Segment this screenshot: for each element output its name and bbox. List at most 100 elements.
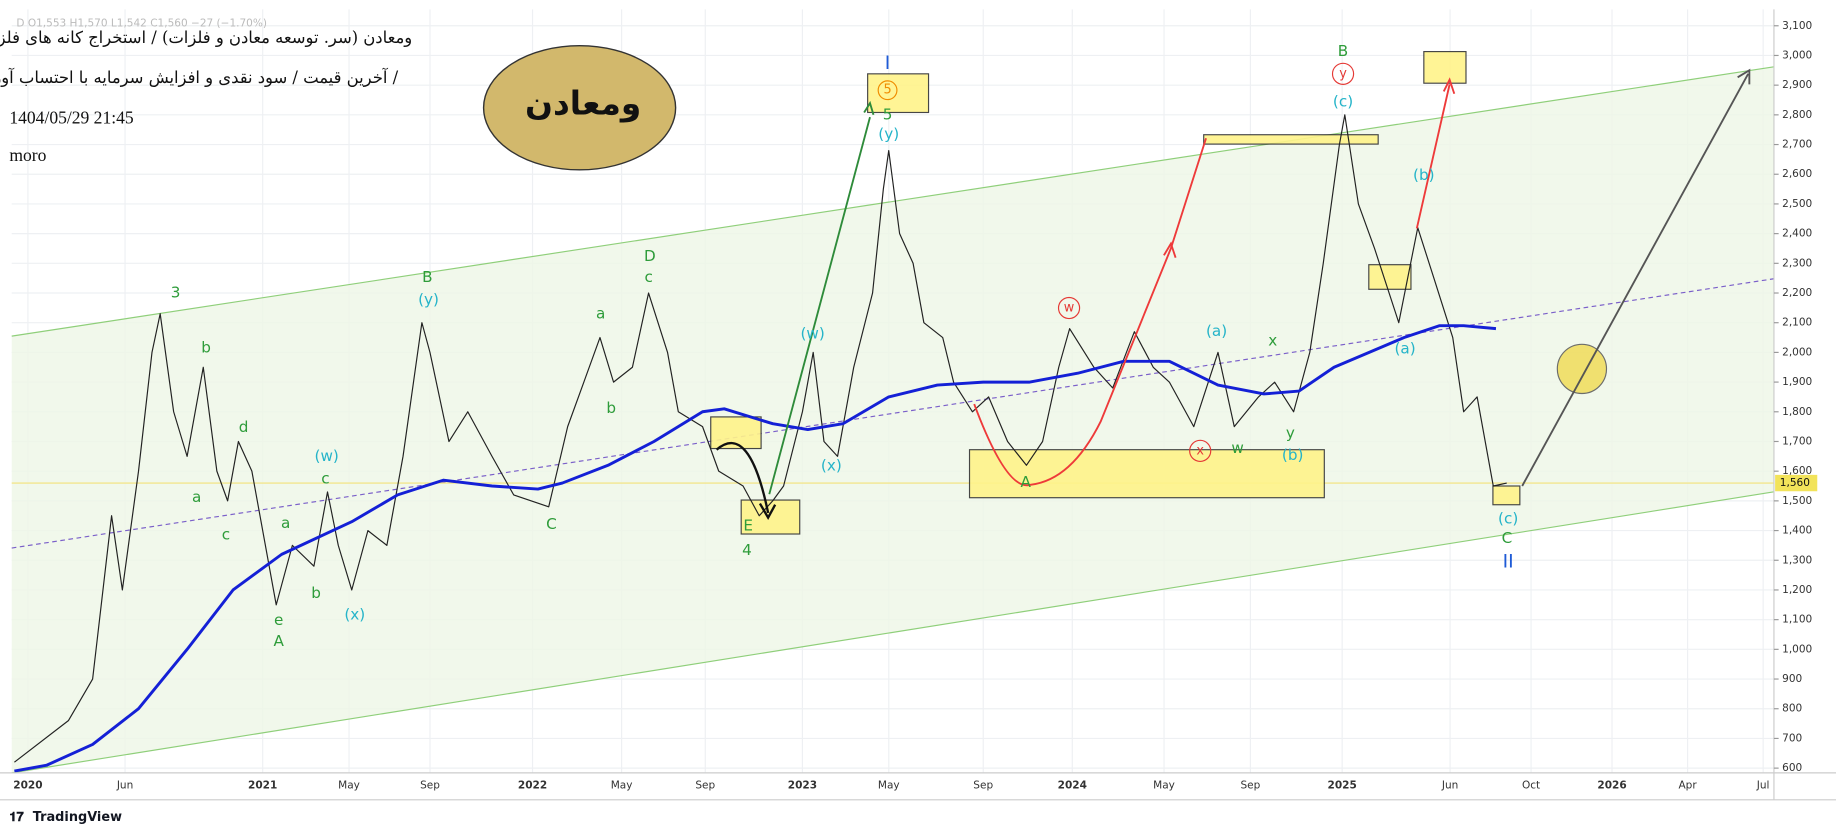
- y-tick-label: 1,500: [1782, 495, 1812, 507]
- x-tick-label: Jul: [1756, 780, 1770, 792]
- box: [1368, 264, 1412, 290]
- wave-label: 3: [171, 283, 181, 301]
- wave-label: y: [1286, 424, 1295, 442]
- arrowhead: [863, 100, 875, 116]
- y-tick-label: 1,100: [1782, 614, 1812, 626]
- x-tick-label: 2025: [1328, 780, 1357, 792]
- arrowhead: [1442, 77, 1456, 95]
- arrows: [715, 68, 1751, 520]
- y-tick-label: 900: [1782, 673, 1802, 685]
- arrow: [973, 137, 1207, 487]
- wave-label: x: [1268, 331, 1277, 349]
- wave-label: w: [1231, 439, 1243, 457]
- box: [968, 449, 1325, 499]
- wave-label: I: [885, 53, 891, 74]
- x-tick-label: 2022: [518, 780, 547, 792]
- wave-label: a: [596, 304, 605, 322]
- box: [867, 73, 930, 114]
- x-tick-label: 2021: [248, 780, 277, 792]
- wave-label: A: [1021, 473, 1032, 491]
- x-tick-label: Sep: [1240, 780, 1260, 792]
- arrowhead: [758, 502, 777, 520]
- y-tick-label: 2,900: [1782, 79, 1812, 91]
- wave-label: C: [546, 515, 557, 533]
- channel-fill: [11, 66, 1774, 773]
- label-circle: [1331, 62, 1355, 85]
- wave-label: a: [281, 514, 290, 532]
- y-tick-label: 1,900: [1782, 376, 1812, 388]
- x-tick-label: 2024: [1058, 780, 1087, 792]
- arrow: [1521, 73, 1750, 487]
- x-tick-label: 2023: [788, 780, 817, 792]
- wave-label: (x): [344, 605, 365, 623]
- wave-labels: 3 b a d c e A a b (w) c (x) B (y) C a b …: [171, 42, 1518, 650]
- wave-label: D: [644, 247, 656, 265]
- chart-title: ومعادن (سر. توسعه معادن و فلزات) / استخر…: [0, 28, 412, 47]
- y-tick-label: 1,000: [1782, 643, 1812, 655]
- x-tick-label: Apr: [1678, 780, 1697, 792]
- wave-label: a: [192, 488, 201, 506]
- wave-label: 5: [883, 83, 891, 98]
- wave-label: E: [743, 516, 753, 534]
- box: [1203, 134, 1379, 145]
- wave-label: B: [1338, 42, 1348, 60]
- y-tick-label: 1,200: [1782, 584, 1812, 596]
- arrow: [1415, 84, 1451, 229]
- wave-label: 4: [742, 541, 752, 559]
- arrowhead: [1163, 241, 1177, 258]
- wave-label: x: [1196, 443, 1204, 458]
- badge: [482, 45, 677, 171]
- boxes: [710, 51, 1608, 535]
- y-tick-label: 2,200: [1782, 287, 1812, 299]
- label-circle: [1189, 439, 1212, 462]
- date: 1404/05/29 21:45: [9, 108, 134, 128]
- x-tick-label: Jun: [116, 780, 133, 792]
- x-tick-label: 2026: [1597, 780, 1626, 792]
- target-circle: [1556, 343, 1608, 395]
- y-tick-label: 3,000: [1782, 49, 1812, 61]
- y-tick-label: 1,300: [1782, 554, 1812, 566]
- wave-label: y: [1339, 66, 1347, 81]
- x-tick-label: Sep: [973, 780, 993, 792]
- wave-label: (y): [878, 125, 899, 143]
- wave-label: c: [321, 469, 329, 487]
- wave-label: (y): [418, 290, 439, 308]
- wave-label: b: [606, 399, 616, 417]
- wave-label: (w): [315, 447, 339, 465]
- author: moro: [9, 145, 46, 165]
- y-tick-label: 2,300: [1782, 257, 1812, 269]
- wave-label: B: [422, 268, 432, 286]
- x-tick-label: Oct: [1522, 780, 1540, 792]
- x-tick-label: Jun: [1441, 780, 1458, 792]
- wave-label: A: [273, 632, 284, 650]
- x-tick-label: May: [1153, 780, 1175, 792]
- channel-mid: [11, 278, 1775, 549]
- wave-label: II: [1503, 552, 1514, 573]
- y-tick-label: 800: [1782, 703, 1802, 715]
- y-tick-label: 3,100: [1782, 20, 1812, 32]
- channel-lower: [11, 491, 1775, 774]
- y-tick-label: 2,000: [1782, 346, 1812, 358]
- wave-label: (c): [1498, 509, 1518, 527]
- wave-label: c: [222, 526, 230, 544]
- price-line: [14, 114, 1507, 763]
- wave-label: (b): [1282, 446, 1304, 464]
- y-tick-label: 2,500: [1782, 198, 1812, 210]
- x-tick-label: May: [878, 780, 900, 792]
- wave-label: (a): [1206, 322, 1227, 340]
- moving-average: [14, 324, 1497, 773]
- wave-label: (c): [1333, 92, 1353, 110]
- y-tick-label: 1,400: [1782, 525, 1812, 537]
- wave-label: (a): [1395, 340, 1416, 358]
- wave-label: c: [645, 268, 653, 286]
- y-tick-label: 700: [1782, 732, 1802, 744]
- wave-label: (w): [800, 324, 824, 342]
- wave-label: d: [239, 418, 249, 436]
- x-tick-label: 2020: [13, 780, 42, 792]
- box: [1492, 485, 1521, 506]
- y-tick-label: 1,600: [1782, 465, 1812, 477]
- y-tick-label: 2,600: [1782, 168, 1812, 180]
- x-tick-label: May: [611, 780, 633, 792]
